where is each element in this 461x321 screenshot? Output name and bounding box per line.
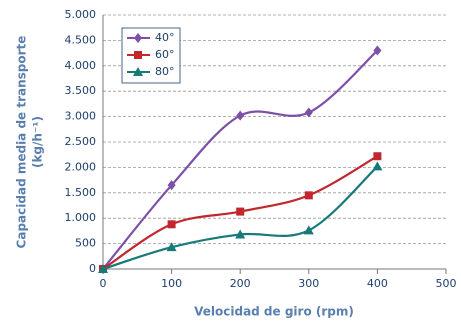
legend-marker	[134, 51, 142, 59]
y-tick-label: 2.500	[65, 135, 97, 148]
y-axis-title: (kg/h⁻¹)	[31, 116, 45, 168]
x-tick-label: 300	[298, 277, 319, 290]
y-axis-title: Capacidad media de transporte	[15, 36, 29, 249]
y-tick-label: 3.500	[65, 84, 97, 97]
marker	[236, 207, 245, 216]
legend-label: 80°	[155, 65, 175, 78]
y-tick-label: 1.500	[65, 186, 97, 199]
x-tick-label: 100	[161, 277, 182, 290]
y-tick-label: 0	[89, 262, 96, 275]
x-tick-label: 400	[367, 277, 388, 290]
legend-marker	[134, 33, 142, 43]
y-tick-label: 5.000	[65, 8, 97, 21]
marker	[304, 107, 313, 118]
marker	[235, 229, 246, 239]
marker	[236, 110, 245, 121]
legend-label: 40°	[155, 31, 175, 44]
y-tick-label: 2.000	[65, 160, 97, 173]
marker	[304, 191, 313, 200]
x-axis-title: Velocidad de giro (rpm)	[194, 305, 354, 319]
marker	[303, 225, 314, 235]
legend-marker	[133, 67, 143, 76]
y-tick-label: 1.000	[65, 211, 97, 224]
marker	[167, 180, 176, 191]
marker	[98, 264, 108, 273]
marker	[373, 152, 382, 161]
y-tick-label: 500	[75, 237, 96, 250]
y-tick-label: 4.000	[65, 59, 97, 72]
marker	[373, 45, 382, 56]
x-tick-label: 500	[436, 277, 457, 290]
y-tick-label: 3.000	[65, 110, 97, 123]
x-tick-label: 0	[100, 277, 107, 290]
marker	[372, 161, 383, 171]
y-tick-label: 4.500	[65, 33, 97, 46]
marker	[166, 242, 177, 252]
x-tick-label: 200	[230, 277, 251, 290]
legend-label: 60°	[155, 48, 175, 61]
marker	[167, 220, 176, 229]
